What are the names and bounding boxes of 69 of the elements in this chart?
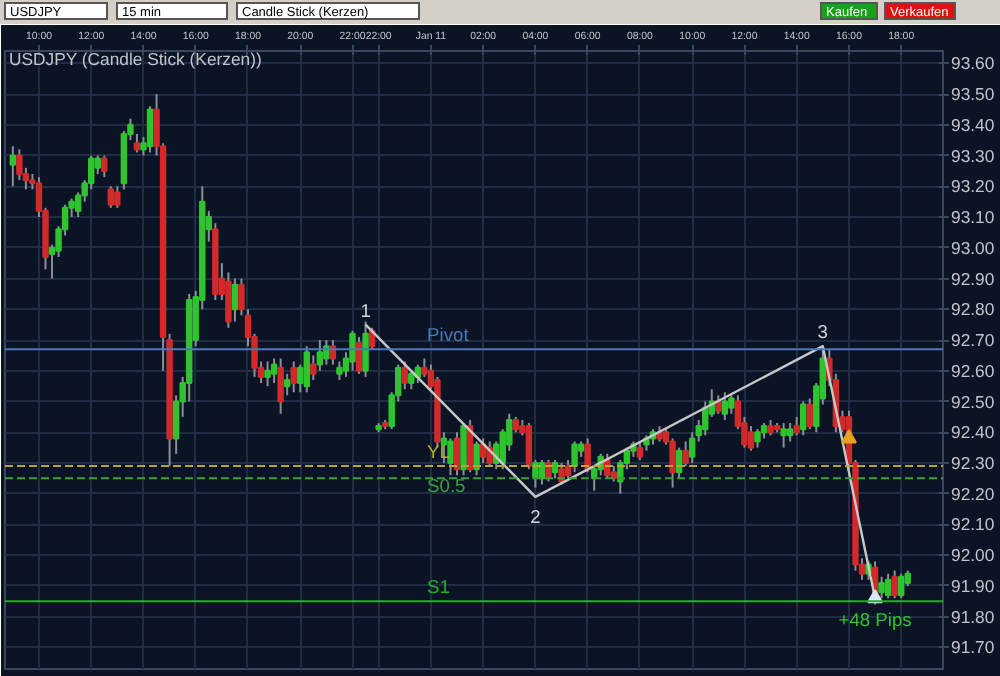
- candlestick: [799, 400, 807, 437]
- candlestick: [408, 369, 415, 391]
- candlestick: [584, 437, 591, 474]
- candlestick: [786, 422, 794, 443]
- candlestick: [884, 572, 892, 600]
- candlestick: [780, 422, 787, 449]
- candlestick: [897, 572, 905, 600]
- y-tick-label: 92.80: [951, 299, 995, 320]
- candlestick: [721, 391, 729, 421]
- annotation: +48 Pips: [838, 610, 913, 631]
- candlestick: [16, 148, 23, 182]
- candlestick: [146, 105, 154, 154]
- candlestick: [303, 345, 310, 394]
- y-tick-label: 92.30: [951, 453, 995, 473]
- y-tick-label: 92.40: [951, 422, 995, 443]
- y-tick-label: 93.00: [951, 237, 995, 258]
- candlestick: [669, 437, 676, 489]
- y-tick-label: 92.10: [951, 514, 995, 535]
- candlestick: [362, 320, 369, 378]
- candlestick: [401, 360, 408, 391]
- ref-line-label: Pivot: [427, 325, 470, 346]
- y-tick-label: 93.40: [951, 114, 995, 135]
- annotation: 3: [817, 322, 829, 343]
- y-tick-label: 92.50: [951, 391, 995, 412]
- annotation: 2: [530, 506, 541, 527]
- candlestick: [754, 428, 761, 449]
- candlestick: [114, 185, 121, 209]
- candlestick: [336, 360, 343, 381]
- candlestick: [636, 440, 644, 461]
- candlestick: [9, 145, 17, 188]
- y-tick-label: 92.60: [951, 360, 995, 381]
- candlestick: [551, 458, 559, 480]
- candlestick: [323, 339, 330, 366]
- y-tick-label: 93.10: [951, 207, 995, 228]
- y-tick-label: 92.20: [951, 483, 995, 504]
- candlestick: [891, 569, 898, 600]
- candlestick: [682, 440, 689, 468]
- candlestick: [290, 360, 297, 394]
- candlestick: [453, 431, 461, 477]
- y-tick-label: 92.90: [951, 268, 995, 289]
- y-tick-label: 93.20: [951, 176, 995, 197]
- candlestick: [264, 360, 271, 388]
- candlestick: [447, 437, 454, 477]
- y-tick-label: 91.90: [951, 575, 995, 596]
- ref-line-label: S0.5: [427, 476, 466, 497]
- chart-title: USDJPY (Candle Stick (Kerzen)): [9, 49, 262, 69]
- y-tick-label: 93.60: [951, 53, 995, 74]
- candlestick: [225, 271, 232, 329]
- y-tick-label: 91.70: [951, 637, 995, 658]
- candlestick: [715, 394, 722, 415]
- candlestick: [101, 154, 108, 179]
- annotation: 1: [360, 300, 371, 321]
- y-tick-label: 92.00: [951, 545, 995, 566]
- candlestick: [107, 185, 115, 209]
- candlestick: [277, 357, 284, 415]
- candlestick: [316, 339, 324, 372]
- y-tick-label: 91.80: [951, 606, 995, 627]
- candlestick: [878, 575, 885, 600]
- y-tick-label: 93.50: [951, 84, 995, 105]
- candlestick: [747, 425, 755, 452]
- candlestick: [473, 440, 480, 477]
- y-tick-label: 92.70: [951, 330, 995, 351]
- candlestick: [571, 440, 578, 474]
- candlestick: [806, 397, 813, 431]
- candlestick: [133, 133, 141, 154]
- candlestick: [349, 329, 356, 372]
- y-tick-label: 93.30: [951, 145, 995, 166]
- candlestick: [231, 277, 239, 323]
- ref-line-label: S1: [427, 577, 450, 598]
